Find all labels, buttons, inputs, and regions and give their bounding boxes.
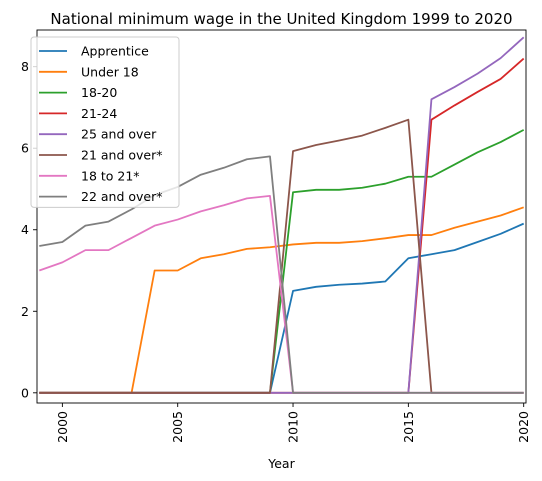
x-tick-label-0: 2000: [55, 411, 70, 443]
legend-label-5: 21 and over*: [81, 148, 163, 163]
series-line-7: [39, 155, 524, 394]
y-tick-label-4: 8: [21, 59, 29, 74]
x-tick-label-4: 2020: [516, 411, 531, 443]
legend: Apprentice Under 18 18-20 21-24 25 and over 2…: [30, 36, 180, 208]
x-tick-label-3: 2015: [401, 411, 416, 443]
plot-frame: [36, 29, 527, 404]
legend-label-0: Apprentice: [81, 44, 149, 59]
x-axis-label: Year: [267, 456, 295, 471]
y-tick-label-3: 6: [21, 141, 29, 156]
y-tick-label-0: 0: [21, 385, 29, 400]
legend-label-1: Under 18: [81, 64, 139, 79]
y-tick-label-2: 4: [21, 222, 29, 237]
axes-layer: 0 2 4 6 8 2000 2005 2010 2015 2020: [21, 29, 531, 443]
legend-label-7: 22 and over*: [81, 189, 163, 204]
legend-label-4: 25 and over: [81, 127, 157, 142]
y-tick-label-1: 2: [21, 304, 29, 319]
legend-label-2: 18-20: [81, 85, 117, 100]
legend-label-3: 21-24: [81, 106, 117, 121]
series-layer: [39, 36, 525, 394]
chart-title: National minimum wage in the United King…: [50, 10, 512, 28]
x-tick-label-2: 2010: [286, 411, 301, 443]
x-tick-label-1: 2005: [170, 411, 185, 443]
legend-box: [30, 36, 180, 208]
legend-label-6: 18 to 21*: [81, 168, 140, 183]
